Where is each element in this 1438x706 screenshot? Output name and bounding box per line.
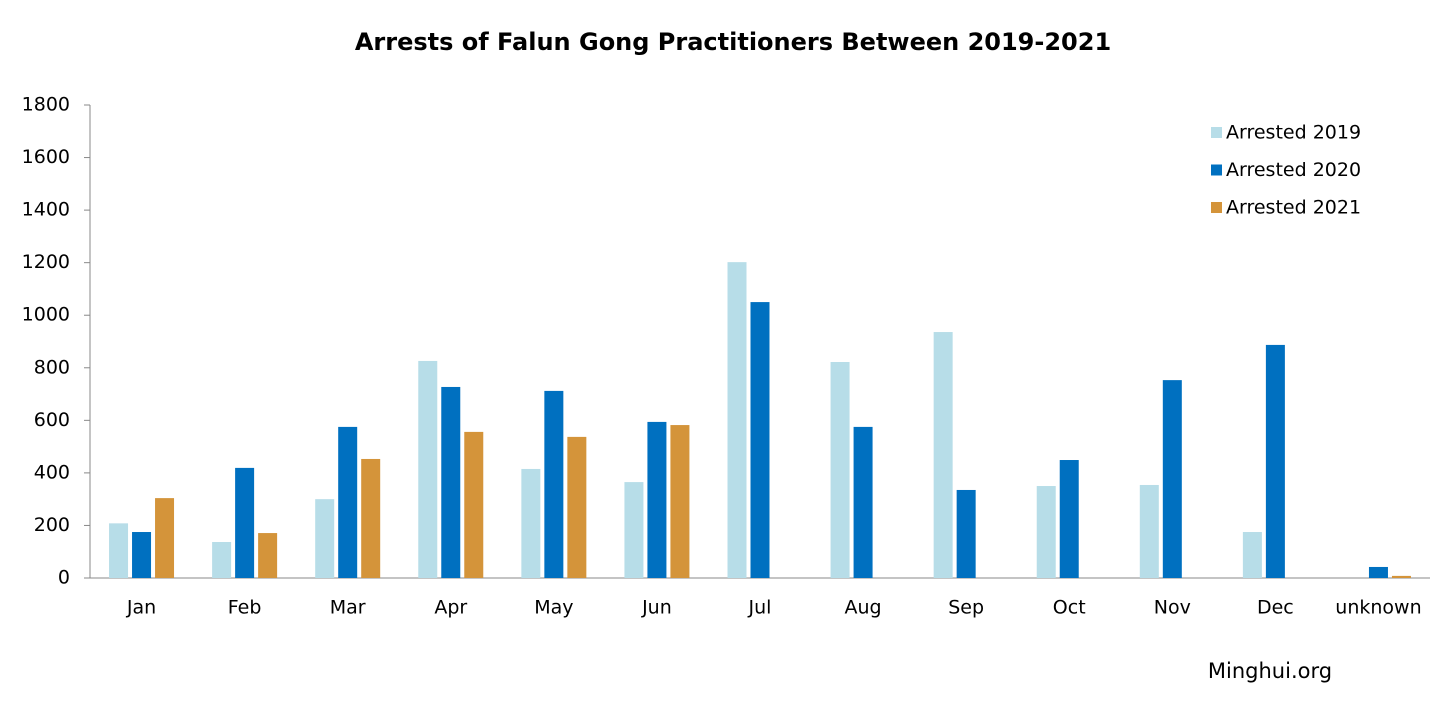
x-tick-label: Aug bbox=[845, 597, 882, 619]
legend-swatch bbox=[1211, 164, 1222, 176]
bar bbox=[109, 523, 129, 578]
x-tick-label: unknown bbox=[1335, 597, 1421, 619]
legend-label: Arrested 2021 bbox=[1226, 197, 1361, 219]
bar bbox=[933, 332, 953, 578]
bar bbox=[830, 361, 850, 578]
bar bbox=[338, 426, 358, 578]
y-tick-label: 600 bbox=[34, 409, 70, 431]
x-tick-label: Nov bbox=[1154, 597, 1191, 619]
source: Minghui.org bbox=[1208, 659, 1332, 683]
x-tick-label: Feb bbox=[228, 597, 262, 619]
bar bbox=[956, 489, 976, 578]
legend-label: Arrested 2020 bbox=[1226, 159, 1361, 181]
bar bbox=[361, 458, 381, 578]
x-tick-label: Sep bbox=[948, 597, 984, 619]
x-tick-label: Apr bbox=[434, 597, 467, 619]
bar bbox=[418, 360, 438, 578]
y-tick-label: 400 bbox=[34, 461, 70, 483]
bar bbox=[567, 436, 587, 578]
bar bbox=[1139, 484, 1159, 578]
bar bbox=[750, 302, 770, 578]
bar bbox=[727, 262, 747, 578]
y-tick-label: 200 bbox=[34, 514, 70, 536]
bar bbox=[647, 421, 667, 578]
chart-title: Arrests of Falun Gong Practitioners Betw… bbox=[355, 28, 1111, 56]
x-tick-label: Oct bbox=[1053, 597, 1086, 619]
y-tick-label: 1200 bbox=[22, 251, 70, 273]
bar bbox=[1162, 380, 1182, 578]
y-tick-label: 800 bbox=[34, 356, 70, 378]
bar bbox=[670, 425, 690, 578]
x-tick-label: May bbox=[534, 597, 573, 619]
bar bbox=[544, 390, 564, 578]
bar bbox=[1036, 486, 1056, 578]
bar bbox=[1391, 575, 1411, 578]
bar bbox=[853, 426, 873, 578]
x-tick-label: Jul bbox=[748, 597, 772, 619]
bar bbox=[521, 468, 541, 578]
bar bbox=[155, 498, 175, 578]
bar bbox=[1368, 566, 1388, 578]
y-tick-label: 1600 bbox=[22, 146, 70, 168]
bar bbox=[132, 532, 152, 578]
bar bbox=[624, 482, 644, 578]
x-tick-label: Dec bbox=[1257, 597, 1294, 619]
bar bbox=[258, 533, 278, 578]
bar bbox=[1059, 460, 1079, 578]
x-tick-label: Jun bbox=[641, 597, 672, 619]
x-tick-label: Mar bbox=[330, 597, 366, 619]
bar bbox=[315, 499, 335, 578]
bar bbox=[464, 431, 484, 578]
bar bbox=[212, 541, 232, 578]
legend-swatch bbox=[1211, 127, 1222, 138]
y-tick-label: 1000 bbox=[22, 304, 70, 326]
x-tick-label: Jan bbox=[126, 597, 156, 619]
legend-swatch bbox=[1211, 202, 1222, 213]
bar bbox=[1265, 344, 1285, 578]
y-tick-label: 0 bbox=[58, 567, 70, 589]
bar bbox=[235, 467, 255, 578]
bar bbox=[1242, 532, 1262, 578]
y-tick-label: 1400 bbox=[22, 199, 70, 221]
legend-label: Arrested 2019 bbox=[1226, 122, 1361, 144]
y-tick-label: 1800 bbox=[22, 94, 70, 116]
bar bbox=[441, 386, 461, 578]
